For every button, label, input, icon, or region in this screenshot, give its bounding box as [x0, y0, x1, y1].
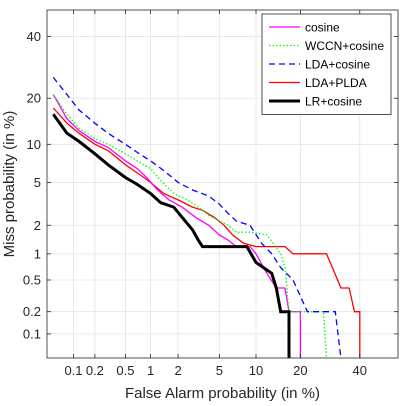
axis-ticks: 0.1 0.2 0.5 1 2 5 10 20 40 0.1 0.2 0.5 1 2 5 10 20 40: [23, 10, 398, 378]
x-tick-label: 0.5: [116, 363, 134, 378]
y-tick-label: 2: [34, 218, 41, 233]
y-tick-label: 1: [34, 246, 41, 261]
y-tick-label: 0.2: [23, 304, 41, 319]
legend-label: cosine: [305, 21, 340, 35]
x-tick-label: 20: [293, 363, 307, 378]
y-tick-label: 0.1: [23, 326, 41, 341]
y-tick-label: 10: [27, 137, 41, 152]
x-axis-title: False Alarm probability (in %): [125, 385, 320, 402]
legend-label: LDA+cosine: [305, 58, 370, 72]
y-tick-label: 40: [27, 29, 41, 44]
y-tick-label: 20: [27, 91, 41, 106]
x-tick-label: 2: [174, 363, 181, 378]
x-tick-label: 0.1: [64, 363, 82, 378]
legend-label: LR+cosine: [305, 95, 362, 109]
legend-label: LDA+PLDA: [305, 76, 367, 90]
y-tick-label: 0.5: [23, 272, 41, 287]
x-tick-label: 1: [147, 363, 154, 378]
x-tick-label: 0.2: [86, 363, 104, 378]
y-axis-title: Miss probability (in %): [1, 111, 18, 258]
legend: cosine WCCN+cosine LDA+cosine LDA+PLDA LR+co…: [261, 13, 392, 115]
x-tick-label: 10: [249, 363, 263, 378]
x-tick-label: 5: [216, 363, 223, 378]
series-line-lda-plda: [52, 107, 361, 358]
y-tick-label: 5: [34, 175, 41, 190]
series-line-wccn-cosine: [52, 94, 328, 358]
series-line-lda-cosine: [52, 76, 342, 358]
series-line-lr-cosine: [52, 113, 291, 358]
series-lines: [52, 76, 361, 358]
legend-label: WCCN+cosine: [305, 39, 384, 53]
plot-frame: [46, 9, 399, 359]
x-tick-label: 40: [353, 363, 367, 378]
